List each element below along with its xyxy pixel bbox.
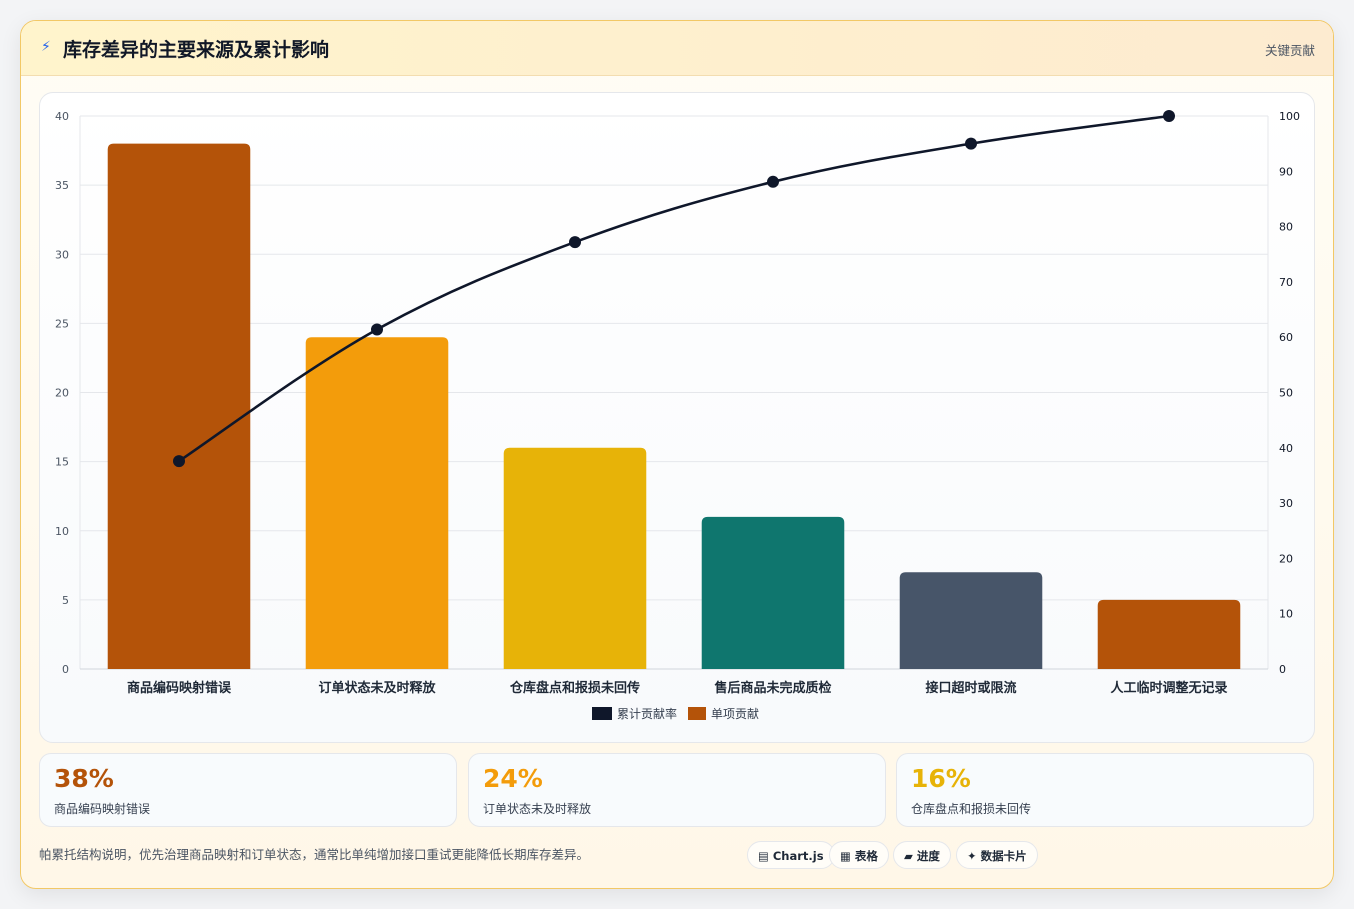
lightning-icon: ⚡ (41, 39, 51, 55)
stat-label: 订单状态未及时释放 (483, 802, 592, 816)
y2-tick-label: 80 (1279, 221, 1293, 234)
bar (107, 143, 251, 669)
line-point (767, 175, 779, 188)
bar (305, 337, 449, 669)
legend-swatch (688, 707, 706, 720)
chart-card: ⚡ 库存差异的主要来源及累计影响 关键贡献 0 5 10 15 20 25 30 35 40 0 1… (20, 20, 1334, 889)
bar (899, 572, 1043, 669)
x-tick-label: 订单状态未及时释放 (318, 680, 436, 696)
table-pill[interactable]: ▦ 表格 (829, 841, 889, 869)
stat-value: 16% (911, 764, 971, 793)
bar (503, 447, 647, 669)
y2-tick-label: 50 (1279, 387, 1293, 400)
y2-tick-label: 70 (1279, 276, 1293, 289)
legend-label: 单项贡献 (711, 706, 759, 721)
y-tick-label: 15 (55, 456, 69, 469)
progress-pill[interactable]: ▰ 进度 (893, 841, 951, 869)
x-tick-label: 接口超时或限流 (925, 680, 1016, 696)
y2-tick-label: 10 (1279, 608, 1293, 621)
stat-label: 商品编码映射错误 (54, 802, 151, 816)
x-tick-label: 仓库盘点和报损未回传 (509, 680, 640, 696)
y2-tick-label: 0 (1279, 663, 1286, 676)
pareto-chart: 0 5 10 15 20 25 30 35 40 0 10 20 30 40 50 60 70 80 90 100 商品… (55, 110, 1300, 721)
y-tick-label: 20 (55, 387, 69, 400)
card-header: ⚡ 库存差异的主要来源及累计影响 关键贡献 (21, 21, 1333, 76)
cumulative-line (178, 114, 1170, 463)
y-tick-label: 30 (55, 248, 69, 261)
y2-tick-label: 30 (1279, 497, 1293, 510)
line-point (173, 455, 185, 468)
line-point (965, 137, 977, 150)
y-tick-label: 40 (55, 110, 69, 123)
bar (1097, 599, 1241, 669)
y2-tick-label: 60 (1279, 331, 1293, 344)
legend-label: 累计贡献率 (617, 706, 677, 721)
bar (701, 516, 845, 669)
footnote: 帕累托结构说明，优先治理商品映射和订单状态，通常比单纯增加接口重试更能降低长期库… (39, 847, 590, 862)
stat-value: 24% (483, 764, 543, 793)
stat-card: 38% 商品编码映射错误 (39, 753, 457, 827)
legend-swatch (592, 707, 612, 720)
y-tick-label: 0 (62, 663, 69, 676)
y-tick-label: 35 (55, 179, 69, 192)
stat-card: 16% 仓库盘点和报损未回传 (896, 753, 1314, 827)
y-tick-label: 10 (55, 525, 69, 538)
x-tick-label: 商品编码映射错误 (127, 680, 232, 696)
data-card-pill[interactable]: ✦ 数据卡片 (956, 841, 1038, 869)
line-point (569, 236, 581, 249)
y2-tick-label: 90 (1279, 165, 1293, 178)
y-tick-label: 5 (62, 594, 69, 607)
y-tick-label: 25 (55, 317, 69, 330)
line-point (1163, 110, 1175, 122)
stat-value: 38% (54, 764, 114, 793)
x-tick-label: 人工临时调整无记录 (1110, 680, 1227, 696)
chart-js-pill[interactable]: ▤ Chart.js (747, 841, 835, 869)
key-contribution-badge: 关键贡献 (1264, 43, 1315, 58)
chart-title: 库存差异的主要来源及累计影响 (63, 39, 330, 61)
line-point (371, 323, 383, 336)
chart-panel: 0 5 10 15 20 25 30 35 40 0 10 20 30 40 50 60 70 80 90 100 商品… (39, 92, 1315, 743)
y2-tick-label: 100 (1279, 110, 1300, 123)
x-tick-label: 售后商品未完成质检 (714, 680, 831, 696)
stat-card: 24% 订单状态未及时释放 (468, 753, 886, 827)
stat-label: 仓库盘点和报损未回传 (911, 802, 1032, 816)
y2-tick-label: 20 (1279, 552, 1293, 565)
y2-tick-label: 40 (1279, 442, 1293, 455)
